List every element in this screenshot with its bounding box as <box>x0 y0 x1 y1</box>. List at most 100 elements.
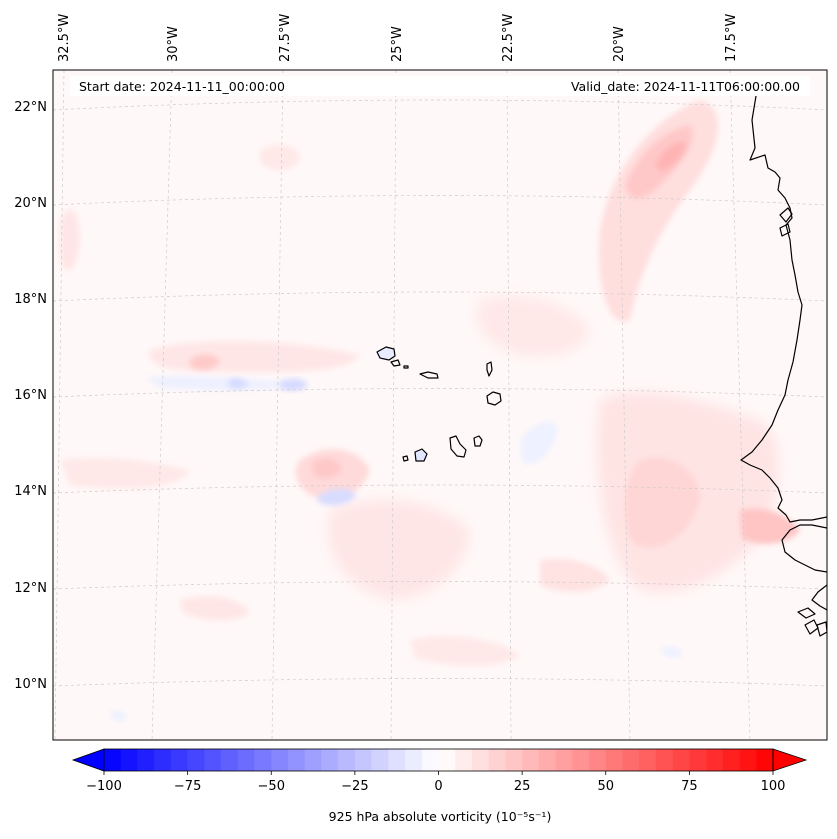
colorbar: −100 −75 −50 −25 0 25 50 75 100 925 hPa absolute… <box>71 748 808 824</box>
valid-date-label: Valid_date: 2024-11-11T06:00:00.00 <box>571 79 800 94</box>
vorticity-patch <box>476 296 590 358</box>
colorbar-bin <box>354 749 372 771</box>
parallel-line <box>53 678 827 687</box>
longitude-labels: 32.5°W 30°W 27.5°W 25°W 22.5°W 20°W 17.5… <box>57 14 739 62</box>
colorbar-bin <box>538 749 556 771</box>
island-sao-nicolau <box>419 371 439 379</box>
colorbar-bin <box>287 749 306 771</box>
colorbar-bin <box>655 749 673 771</box>
island-maio <box>473 435 483 447</box>
vorticity-patch <box>624 457 700 548</box>
colorbar-tick-label: −50 <box>258 779 285 794</box>
vorticity-patch <box>110 710 127 722</box>
header-box: Start date: 2024-11-11_00:00:00 Valid_da… <box>70 76 810 96</box>
colorbar-bin <box>338 749 356 771</box>
colorbar-bin <box>421 749 439 771</box>
island-sao-vicente <box>390 359 401 367</box>
vorticity-field-shading <box>60 100 800 722</box>
meridian-line <box>151 70 173 740</box>
coastlines <box>376 89 827 637</box>
latitude-labels: 22°N 20°N 18°N 16°N 14°N 12°N 10°N <box>14 100 47 692</box>
colorbar-extend-max <box>772 748 808 772</box>
longitude-label: 30°W <box>166 26 181 62</box>
longitude-label: 20°W <box>612 26 627 62</box>
vorticity-patch <box>180 596 250 621</box>
colorbar-tick-label: −25 <box>341 779 368 794</box>
colorbar-bin <box>137 749 155 771</box>
vorticity-patch <box>318 488 356 506</box>
colorbar-extend-min <box>71 748 105 772</box>
longitude-label: 27.5°W <box>278 14 293 62</box>
colorbar-bin <box>170 749 188 771</box>
latitude-label: 18°N <box>14 292 47 307</box>
vorticity-patch <box>540 558 610 592</box>
parallel-line <box>53 484 827 494</box>
colorbar-bin <box>605 749 623 771</box>
colorbar-tick-label: −75 <box>174 779 201 794</box>
colorbar-bin <box>204 749 222 771</box>
coast-islet <box>797 607 816 619</box>
island-fogo <box>414 448 428 462</box>
meridian-line <box>54 70 65 740</box>
colorbar-bin <box>756 749 774 771</box>
vorticity-patch <box>655 141 686 172</box>
colorbar-tick-label: 100 <box>761 779 786 794</box>
colorbar-bin <box>572 749 590 771</box>
island-boa-vista <box>486 391 502 406</box>
colorbar-bin <box>706 749 724 771</box>
colorbar-bin <box>271 749 289 771</box>
meridian-line <box>271 70 284 740</box>
colorbar-tick-label: −100 <box>86 779 122 794</box>
coast-islet <box>779 223 791 237</box>
meridian-line <box>506 70 512 740</box>
latitude-label: 20°N <box>14 196 47 211</box>
coast-islet <box>779 207 793 223</box>
colorbar-bin <box>104 749 122 771</box>
island-santiago <box>449 435 467 458</box>
colorbar-bin <box>455 749 473 771</box>
colorbar-tick-label: 50 <box>597 779 614 794</box>
colorbar-bin <box>622 749 640 771</box>
africa-coastline-guinea <box>811 584 827 611</box>
longitude-label: 32.5°W <box>57 14 72 62</box>
vorticity-patch <box>660 646 683 658</box>
parallel-line <box>53 388 827 398</box>
colorbar-bin <box>471 749 489 771</box>
colorbar-bin <box>254 749 272 771</box>
parallel-line <box>53 581 827 590</box>
map-panel: Start date: 2024-11-11_00:00:00 Valid_da… <box>52 69 828 741</box>
colorbar-bin <box>388 749 406 771</box>
colorbar-bin <box>120 749 138 771</box>
colorbar-bin <box>689 749 707 771</box>
colorbar-bin <box>589 749 607 771</box>
vorticity-patch <box>599 100 719 322</box>
graticule <box>53 70 827 740</box>
vorticity-patch <box>190 354 220 371</box>
vorticity-patch <box>280 378 308 391</box>
colorbar-bin <box>304 749 322 771</box>
colorbar-bin <box>555 749 573 771</box>
colorbar-bin <box>739 749 757 771</box>
colorbar-bin <box>505 749 523 771</box>
colorbar-tick-label: 25 <box>514 779 531 794</box>
longitude-label: 22.5°W <box>501 14 516 62</box>
colorbar-bin <box>722 749 740 771</box>
longitude-label: 25°W <box>390 26 405 62</box>
vorticity-patch <box>60 458 190 489</box>
colorbar-bin <box>154 749 172 771</box>
island-santa-luzia <box>403 365 409 369</box>
parallel-line <box>53 99 827 111</box>
latitude-label: 22°N <box>14 100 47 115</box>
latitude-label: 14°N <box>14 484 47 499</box>
colorbar-bin <box>371 749 389 771</box>
colorbar-bin <box>187 749 205 771</box>
colorbar-bin <box>522 749 540 771</box>
africa-coastline-south <box>781 524 827 573</box>
meridian-line <box>390 70 397 740</box>
colorbar-bin <box>672 749 690 771</box>
vorticity-patch <box>410 635 520 666</box>
colorbar-bin <box>488 749 506 771</box>
vorticity-patch <box>328 499 470 600</box>
island-brava <box>402 455 409 462</box>
vorticity-patch <box>60 209 80 271</box>
